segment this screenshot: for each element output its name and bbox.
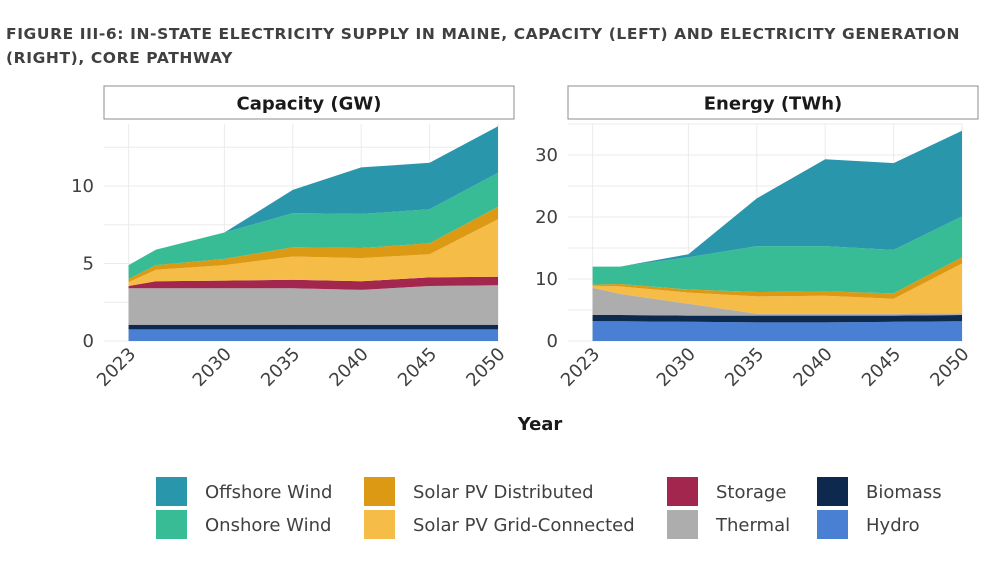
panel-header	[567, 85, 979, 120]
x-axis-title: Year	[517, 414, 563, 435]
x-tick-label: 2023	[93, 344, 140, 391]
x-tick-label: 2045	[858, 344, 905, 391]
y-tick-label: 5	[83, 254, 94, 275]
y-tick-label: 10	[71, 176, 94, 197]
area-offshore-wind	[128, 126, 498, 266]
y-tick-label: 10	[535, 269, 558, 290]
x-tick-label: 2050	[462, 344, 509, 391]
x-tick-label: 2035	[721, 344, 768, 391]
legend-label-hydro: Hydro	[866, 515, 920, 536]
x-tick-label: 2023	[557, 344, 604, 391]
x-tick-label: 2030	[653, 344, 700, 391]
legend-label-thermal: Thermal	[715, 515, 790, 536]
capacity-panel: Capacity (GW) 0 5 10 2023 2030 2035 2040 2045 205…	[71, 85, 515, 391]
area-thermal	[128, 285, 498, 325]
area-onshore-wind	[128, 172, 498, 279]
y-tick-label: 0	[83, 331, 94, 352]
x-tick-label: 2030	[189, 344, 236, 391]
legend-swatch-storage	[667, 477, 698, 506]
legend-label-biomass: Biomass	[866, 482, 942, 503]
legend-swatch-thermal	[667, 510, 698, 539]
y-tick-label: 0	[547, 331, 558, 352]
legend-label-solar-pv-distributed: Solar PV Distributed	[413, 482, 594, 503]
y-tick-label: 30	[535, 145, 558, 166]
area-solar-pv-grid-connected	[592, 263, 962, 314]
area-biomass	[592, 315, 962, 323]
area-onshore-wind	[592, 216, 962, 294]
legend-swatch-biomass	[817, 477, 848, 506]
area-thermal	[592, 287, 962, 316]
figure-title: FIGURE III-6: IN-STATE ELECTRICITY SUPPL…	[6, 25, 961, 67]
legend-swatch-solar-pv-grid-connected	[364, 510, 395, 539]
legend-swatch-solar-pv-distributed	[364, 477, 395, 506]
legend-swatch-onshore-wind	[156, 510, 187, 539]
panel-header	[103, 85, 515, 120]
legend-label-onshore-wind: Onshore Wind	[205, 515, 331, 536]
legend-label-storage: Storage	[716, 482, 786, 503]
panel-title: Energy (TWh)	[704, 94, 842, 115]
x-tick-label: 2045	[394, 344, 441, 391]
x-tick-label: 2040	[325, 344, 372, 391]
area-hydro	[128, 329, 498, 341]
x-tick-label: 2040	[789, 344, 836, 391]
area-solar-pv-distributed	[128, 206, 498, 283]
x-tick-label: 2035	[257, 344, 304, 391]
legend-swatch-hydro	[817, 510, 848, 539]
legend-swatch-offshore-wind	[156, 477, 187, 506]
legend-label-offshore-wind: Offshore Wind	[205, 482, 332, 503]
legend: Offshore Wind Solar PV Distributed Storage…	[156, 477, 942, 539]
y-tick-label: 20	[535, 207, 558, 228]
area-offshore-wind	[592, 130, 962, 267]
area-biomass	[128, 324, 498, 330]
x-tick-label: 2050	[926, 344, 973, 391]
panel-title: Capacity (GW)	[237, 94, 382, 115]
area-hydro	[592, 321, 962, 341]
legend-label-solar-pv-grid-connected: Solar PV Grid-Connected	[413, 515, 635, 536]
area-solar-pv-grid-connected	[128, 219, 498, 286]
area-storage	[128, 276, 498, 290]
